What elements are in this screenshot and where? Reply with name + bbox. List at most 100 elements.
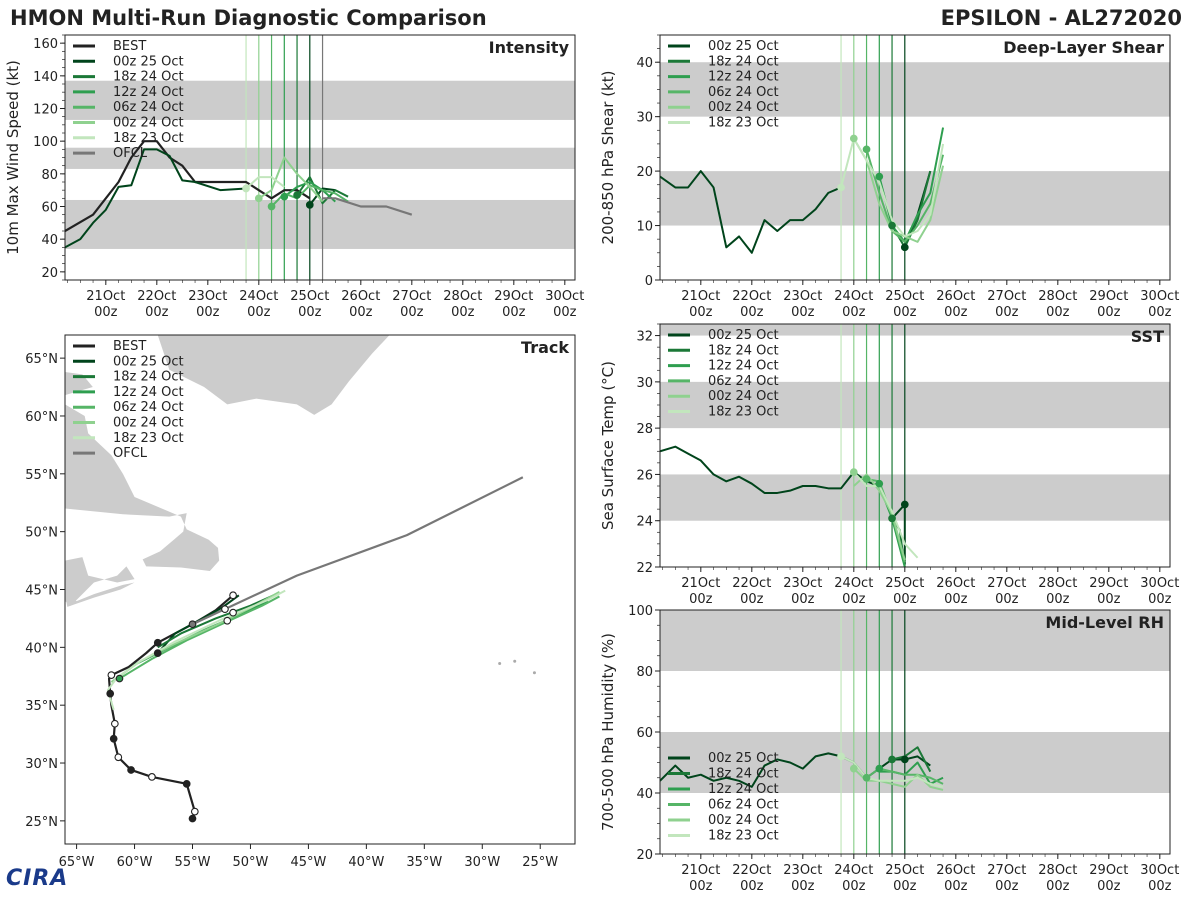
y-axis-label: Sea Surface Temp (°C) (599, 361, 617, 530)
legend-label: 18z 24 Oct (113, 370, 184, 385)
series-line-18z-23-oct (853, 471, 919, 559)
shaded-band (660, 62, 1170, 117)
x-tick-label: 23Oct (783, 289, 822, 304)
x-tick-label: 00z (196, 305, 220, 320)
x-tick-label: 00z (502, 305, 526, 320)
data-point (188, 620, 197, 629)
data-point (188, 814, 197, 823)
legend-label: 06z 24 Oct (113, 400, 184, 415)
series-line-06z-24-oct (865, 149, 945, 243)
legend-label: 18z 24 Oct (708, 54, 779, 69)
data-point (900, 243, 909, 252)
y-tick-label: 60 (41, 201, 58, 216)
x-tick-label: 00z (247, 305, 271, 320)
legend-label: OFCL (113, 146, 148, 161)
x-tick-label: 00z (740, 305, 764, 320)
x-tick-label: 35°W (406, 855, 442, 870)
chart-sst: 22242628303221Oct00z22Oct00z23Oct00z24Oc… (599, 323, 1179, 607)
x-tick-label: 30°W (464, 855, 500, 870)
series-line-ofcl (192, 476, 524, 626)
series-line-00z-24-oct (853, 473, 906, 561)
y-tick-label: 100 (33, 135, 58, 150)
y-axis-label: 10m Max Wind Speed (kt) (4, 60, 22, 255)
data-point (106, 689, 115, 698)
x-tick-label: 00z (689, 879, 713, 894)
x-tick-label: 25Oct (885, 863, 924, 878)
legend-label: 00z 24 Oct (708, 100, 779, 115)
x-tick-label: 25Oct (885, 576, 924, 591)
data-point (862, 475, 871, 483)
data-point (305, 201, 314, 209)
legend-label: 18z 23 Oct (708, 829, 779, 844)
x-tick-label: 24Oct (834, 289, 873, 304)
x-tick-label: 21Oct (681, 576, 720, 591)
y-tick-label: 0 (645, 274, 653, 289)
y-tick-label: 55°N (25, 468, 58, 483)
legend-label: 18z 23 Oct (113, 431, 184, 446)
x-tick-label: 00z (1097, 305, 1121, 320)
x-tick-label: 23Oct (783, 863, 822, 878)
x-tick-label: 00z (145, 305, 169, 320)
legend-label: 12z 24 Oct (113, 385, 184, 400)
shaded-band (65, 80, 575, 120)
y-tick-label: 45°N (25, 584, 58, 599)
legend-label: 18z 24 Oct (113, 70, 184, 85)
y-tick-label: 65°N (25, 352, 58, 367)
x-tick-label: 00z (944, 305, 968, 320)
legend-label: 00z 24 Oct (708, 389, 779, 404)
data-point (254, 194, 263, 203)
legend-label: 00z 24 Oct (708, 813, 779, 828)
series-line-00z-24-oct (258, 156, 324, 203)
land-mass (157, 335, 390, 415)
legend-label: OFCL (113, 446, 148, 461)
panel-title: SST (1131, 327, 1164, 346)
y-tick-label: 120 (33, 103, 58, 118)
x-tick-label: 00z (1148, 592, 1172, 607)
data-point (888, 755, 896, 764)
x-tick-label: 00z (1148, 305, 1172, 320)
series-line-ofcl (322, 197, 413, 216)
x-tick-label: 40°W (348, 855, 384, 870)
data-point (293, 191, 301, 199)
y-tick-label: 35°N (25, 699, 58, 714)
data-point (242, 184, 250, 193)
x-tick-label: 00z (689, 592, 713, 607)
chart-track: 25°N 30°N 35°N 40°N 45°N 50°N 55°N 60°N 65°N 65°W… (25, 334, 576, 870)
x-tick-label: 00z (553, 305, 577, 320)
y-tick-label: 24 (636, 515, 653, 530)
data-point (221, 605, 229, 614)
island-mark (498, 662, 502, 666)
data-point (153, 638, 162, 647)
y-tick-label: 80 (41, 168, 58, 183)
x-tick-label: 26Oct (936, 863, 975, 878)
legend-label: 12z 24 Oct (113, 85, 184, 100)
y-tick-label: 30°N (25, 757, 58, 772)
legend-label: 12z 24 Oct (708, 359, 779, 374)
plot-area (660, 324, 1170, 567)
x-tick-label: 60°W (117, 855, 153, 870)
x-tick-label: 28Oct (1038, 289, 1077, 304)
x-tick-label: 00z (400, 305, 424, 320)
data-point (875, 479, 884, 488)
data-point (875, 172, 884, 181)
x-tick-label: 00z (1097, 879, 1121, 894)
x-tick-label: 25Oct (885, 289, 924, 304)
x-tick-label: 29Oct (1089, 289, 1128, 304)
x-tick-label: 00z (995, 592, 1019, 607)
x-tick-label: 00z (451, 305, 475, 320)
legend-label: BEST (113, 339, 146, 354)
legend-label: 18z 23 Oct (708, 116, 779, 131)
x-tick-label: 00z (893, 305, 917, 320)
data-point (849, 764, 858, 773)
chart-shear: 01020304021Oct00z22Oct00z23Oct00z24Oct00… (599, 34, 1179, 320)
x-tick-label: 00z (298, 305, 322, 320)
series-line-12z-24-oct (878, 127, 945, 243)
x-tick-label: 00z (995, 305, 1019, 320)
x-tick-label: 28Oct (443, 289, 482, 304)
island-mark (513, 659, 517, 663)
x-tick-label: 26Oct (936, 289, 975, 304)
x-tick-label: 21Oct (681, 863, 720, 878)
legend-label: 00z 25 Oct (708, 328, 779, 343)
x-tick-label: 00z (842, 305, 866, 320)
